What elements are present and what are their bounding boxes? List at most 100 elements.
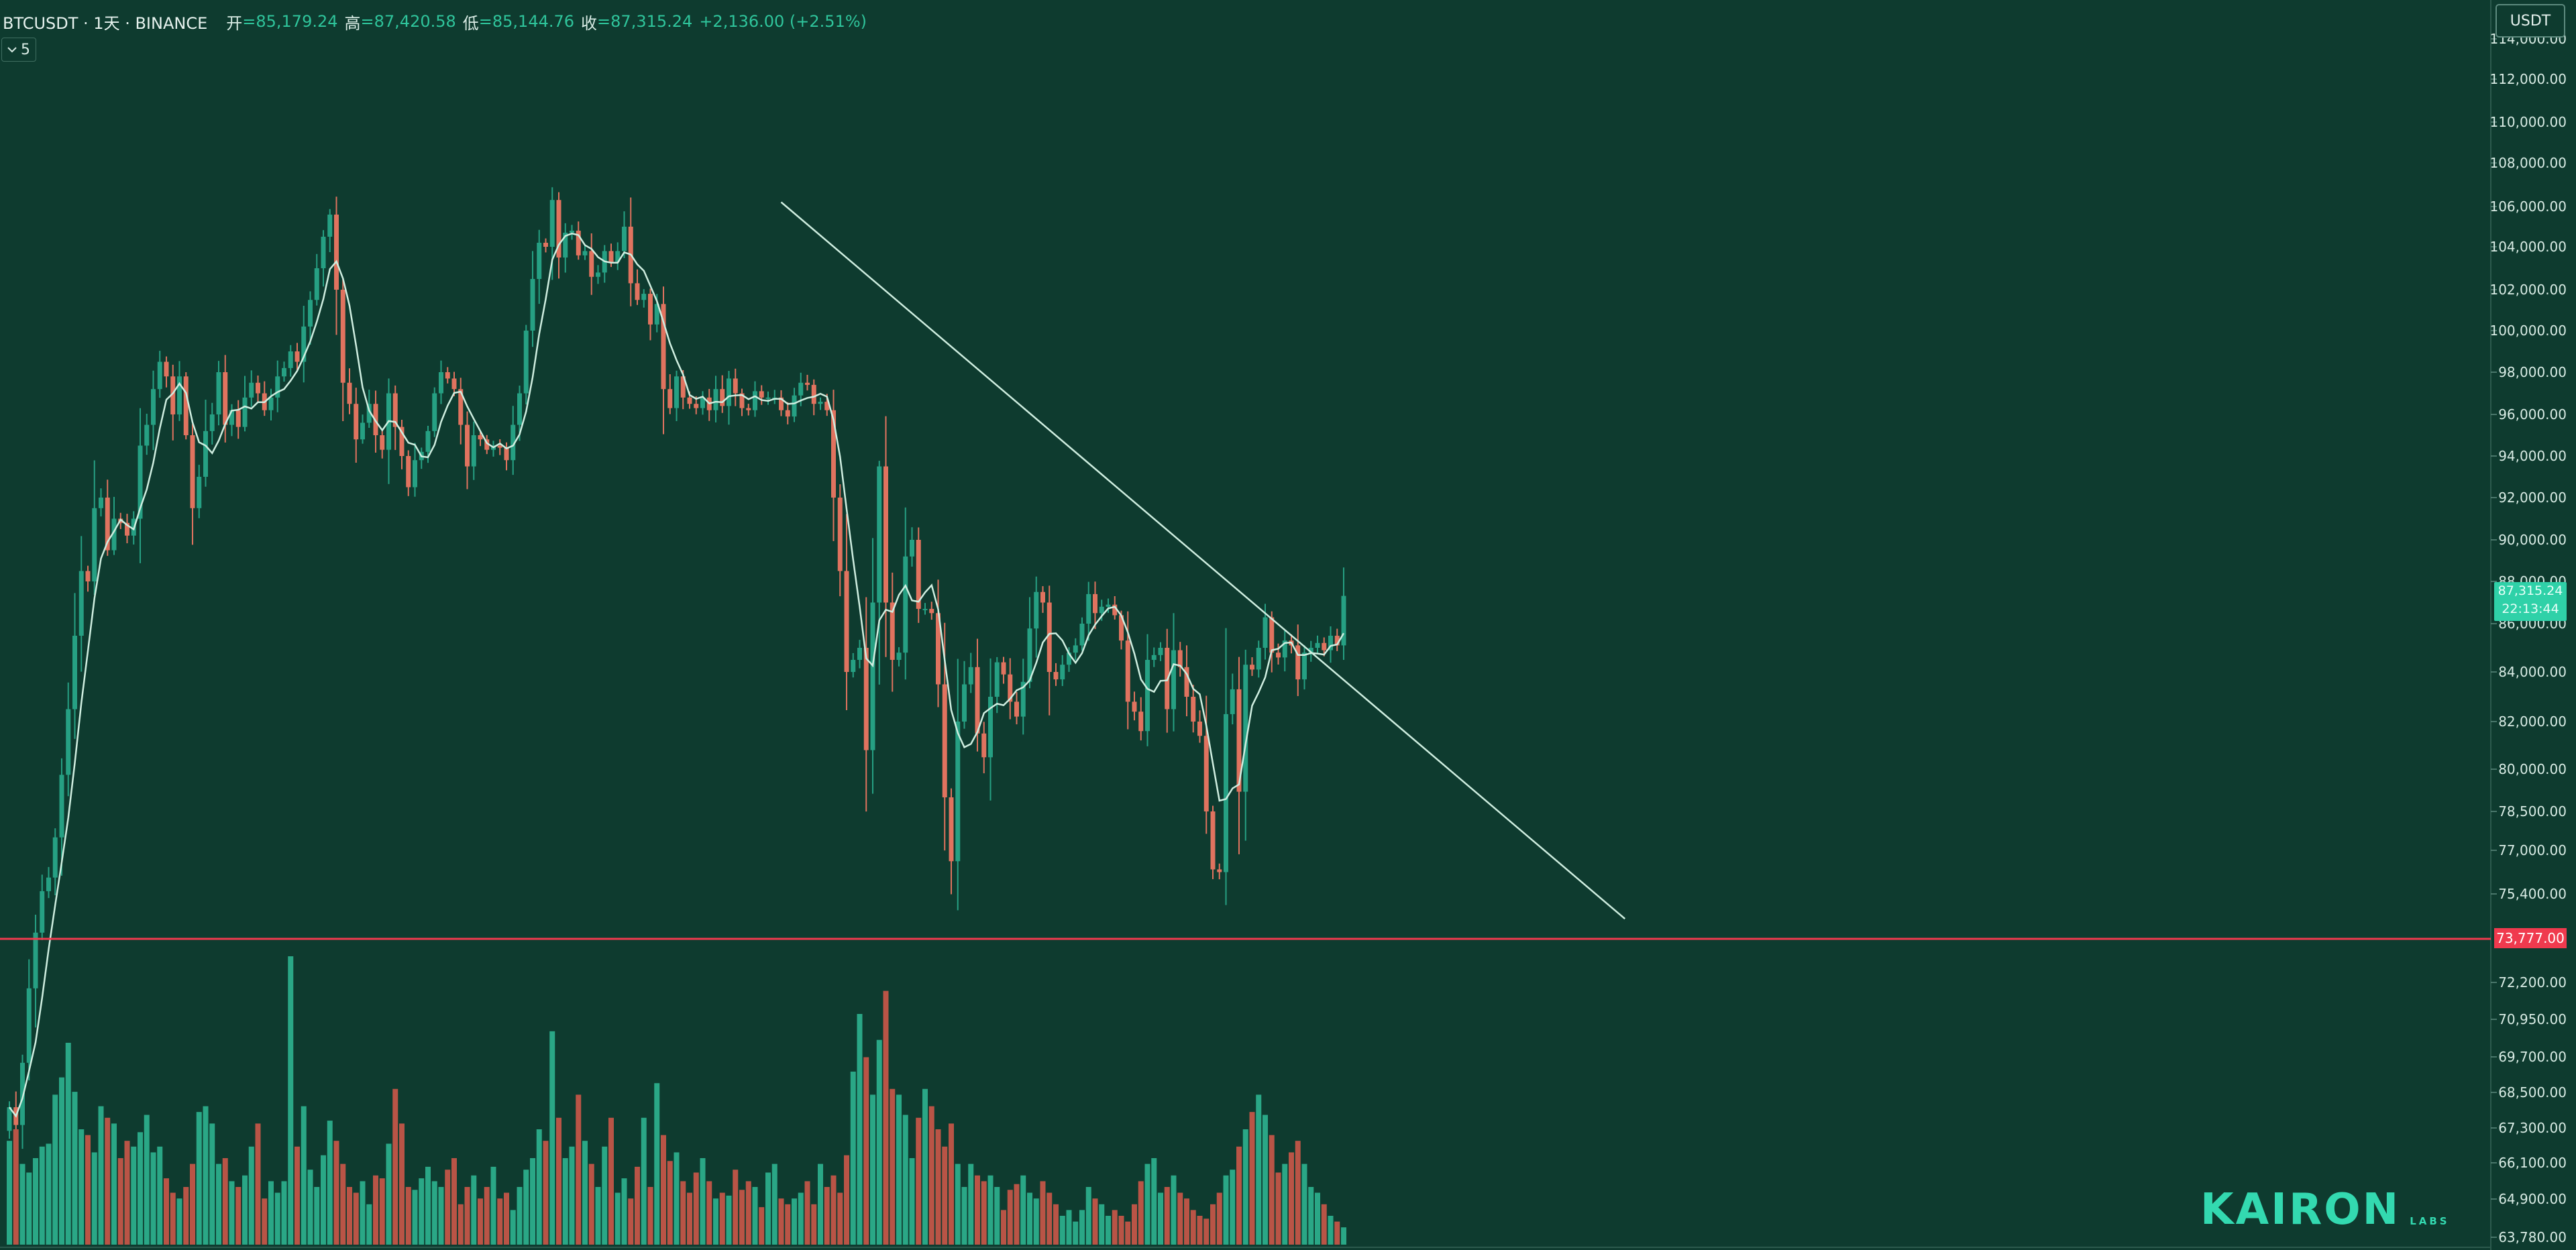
volume-bar <box>719 1192 725 1245</box>
candle-body <box>1184 667 1189 697</box>
candle-body <box>837 498 843 571</box>
volume-bar <box>301 1106 307 1245</box>
candle-body <box>1171 650 1176 709</box>
volume-bar <box>1079 1210 1085 1245</box>
volume-bar <box>98 1106 104 1245</box>
volume-bar <box>909 1158 915 1245</box>
low-value: =85,144.76 <box>478 12 575 31</box>
candle-body <box>1001 662 1006 675</box>
y-tick-label: 90,000.00 <box>2498 532 2567 548</box>
candle-body <box>177 376 182 414</box>
volume-bar <box>752 1187 758 1245</box>
candle-body <box>517 393 522 425</box>
volume-bar <box>131 1146 137 1245</box>
indicator-toggle-button[interactable]: 5 <box>1 38 36 62</box>
candle-body <box>818 402 823 404</box>
volume-bar <box>392 1088 398 1245</box>
volume-bar <box>1040 1181 1046 1245</box>
candle-body <box>105 498 110 551</box>
candle-body <box>223 372 228 425</box>
volume-bar <box>46 1143 52 1245</box>
volume-bar <box>124 1141 130 1245</box>
volume-bar <box>504 1192 509 1245</box>
volume-bar <box>935 1129 941 1245</box>
volume-bar <box>412 1190 418 1245</box>
candle-body <box>537 243 542 279</box>
volume-bar <box>654 1083 660 1245</box>
candle-body <box>798 382 804 396</box>
candle-body <box>46 877 51 891</box>
candle-body <box>275 376 280 398</box>
candle-body <box>1020 681 1026 717</box>
volume-bar <box>340 1163 346 1245</box>
candle-body <box>890 602 895 660</box>
volume-bar <box>1269 1135 1275 1245</box>
volume-bar <box>700 1158 706 1245</box>
candle-body <box>1256 648 1261 670</box>
candle-body <box>975 667 980 734</box>
volume-bar <box>373 1175 378 1245</box>
volume-bar <box>379 1178 385 1245</box>
currency-button[interactable]: USDT <box>2496 4 2565 38</box>
horizontal-level-tag[interactable]: 73,777.00 <box>2494 928 2567 948</box>
candle-body <box>354 404 359 440</box>
volume-bar <box>968 1163 974 1245</box>
volume-bar <box>1321 1204 1327 1245</box>
volume-bar <box>1295 1141 1301 1245</box>
candle-body <box>256 382 260 394</box>
volume-bar <box>1256 1094 1262 1245</box>
volume-bar <box>916 1117 922 1245</box>
volume-bar <box>1066 1210 1072 1245</box>
candle-body <box>20 1062 25 1125</box>
y-tick-label: 100,000.00 <box>2489 323 2567 339</box>
brand-logo: KAIRON LABS <box>2200 1184 2450 1231</box>
candle-body <box>720 389 725 406</box>
candle-body <box>242 397 248 427</box>
candle-body <box>1191 697 1196 722</box>
candle-body <box>78 571 84 636</box>
ohlc-legend: BTCUSDT · 1天 · BINANCE 开 =85,179.24 高 =87,… <box>3 8 867 35</box>
candle-body <box>582 251 588 255</box>
candle-body <box>399 427 405 456</box>
candle-body <box>903 556 908 653</box>
candle-body <box>249 382 254 398</box>
volume-bar <box>1171 1175 1177 1245</box>
candle-body <box>52 837 58 878</box>
candle-body <box>1119 615 1124 641</box>
volume-bar <box>1164 1187 1170 1245</box>
volume-bar <box>641 1117 647 1245</box>
candle-body <box>1217 869 1222 872</box>
volume-bar <box>830 1175 837 1245</box>
y-tick-label: 112,000.00 <box>2489 71 2567 87</box>
volume-bar <box>1210 1204 1216 1245</box>
candle-body <box>792 395 797 417</box>
volume-bar <box>987 1175 994 1245</box>
candle-body <box>811 384 816 404</box>
candle-body <box>164 361 169 377</box>
candle-body <box>883 466 888 603</box>
candle-body <box>425 431 431 452</box>
volume-bar <box>78 1129 85 1245</box>
candle-body <box>785 410 790 417</box>
volume-bar <box>1092 1198 1098 1245</box>
volume-bar <box>1289 1152 1294 1245</box>
symbol-label[interactable]: BTCUSDT · 1天 · BINANCE <box>3 13 208 33</box>
volume-bar <box>693 1172 699 1245</box>
volume-bar <box>144 1115 150 1245</box>
volume-bar <box>1112 1210 1118 1245</box>
volume-bar <box>1242 1129 1248 1245</box>
candle-body <box>1203 736 1209 811</box>
volume-bar <box>994 1187 1000 1245</box>
candle-body <box>413 460 417 488</box>
ma-period-label: 5 <box>21 41 30 58</box>
candle-body <box>805 382 810 385</box>
candle-body <box>1008 674 1013 702</box>
volume-bar <box>1236 1146 1242 1245</box>
volume-bar <box>490 1166 496 1245</box>
volume-bar <box>975 1175 980 1245</box>
candle-body <box>765 397 771 399</box>
candle-body <box>308 300 313 327</box>
candle-body <box>366 404 372 423</box>
candle-body <box>739 393 745 408</box>
